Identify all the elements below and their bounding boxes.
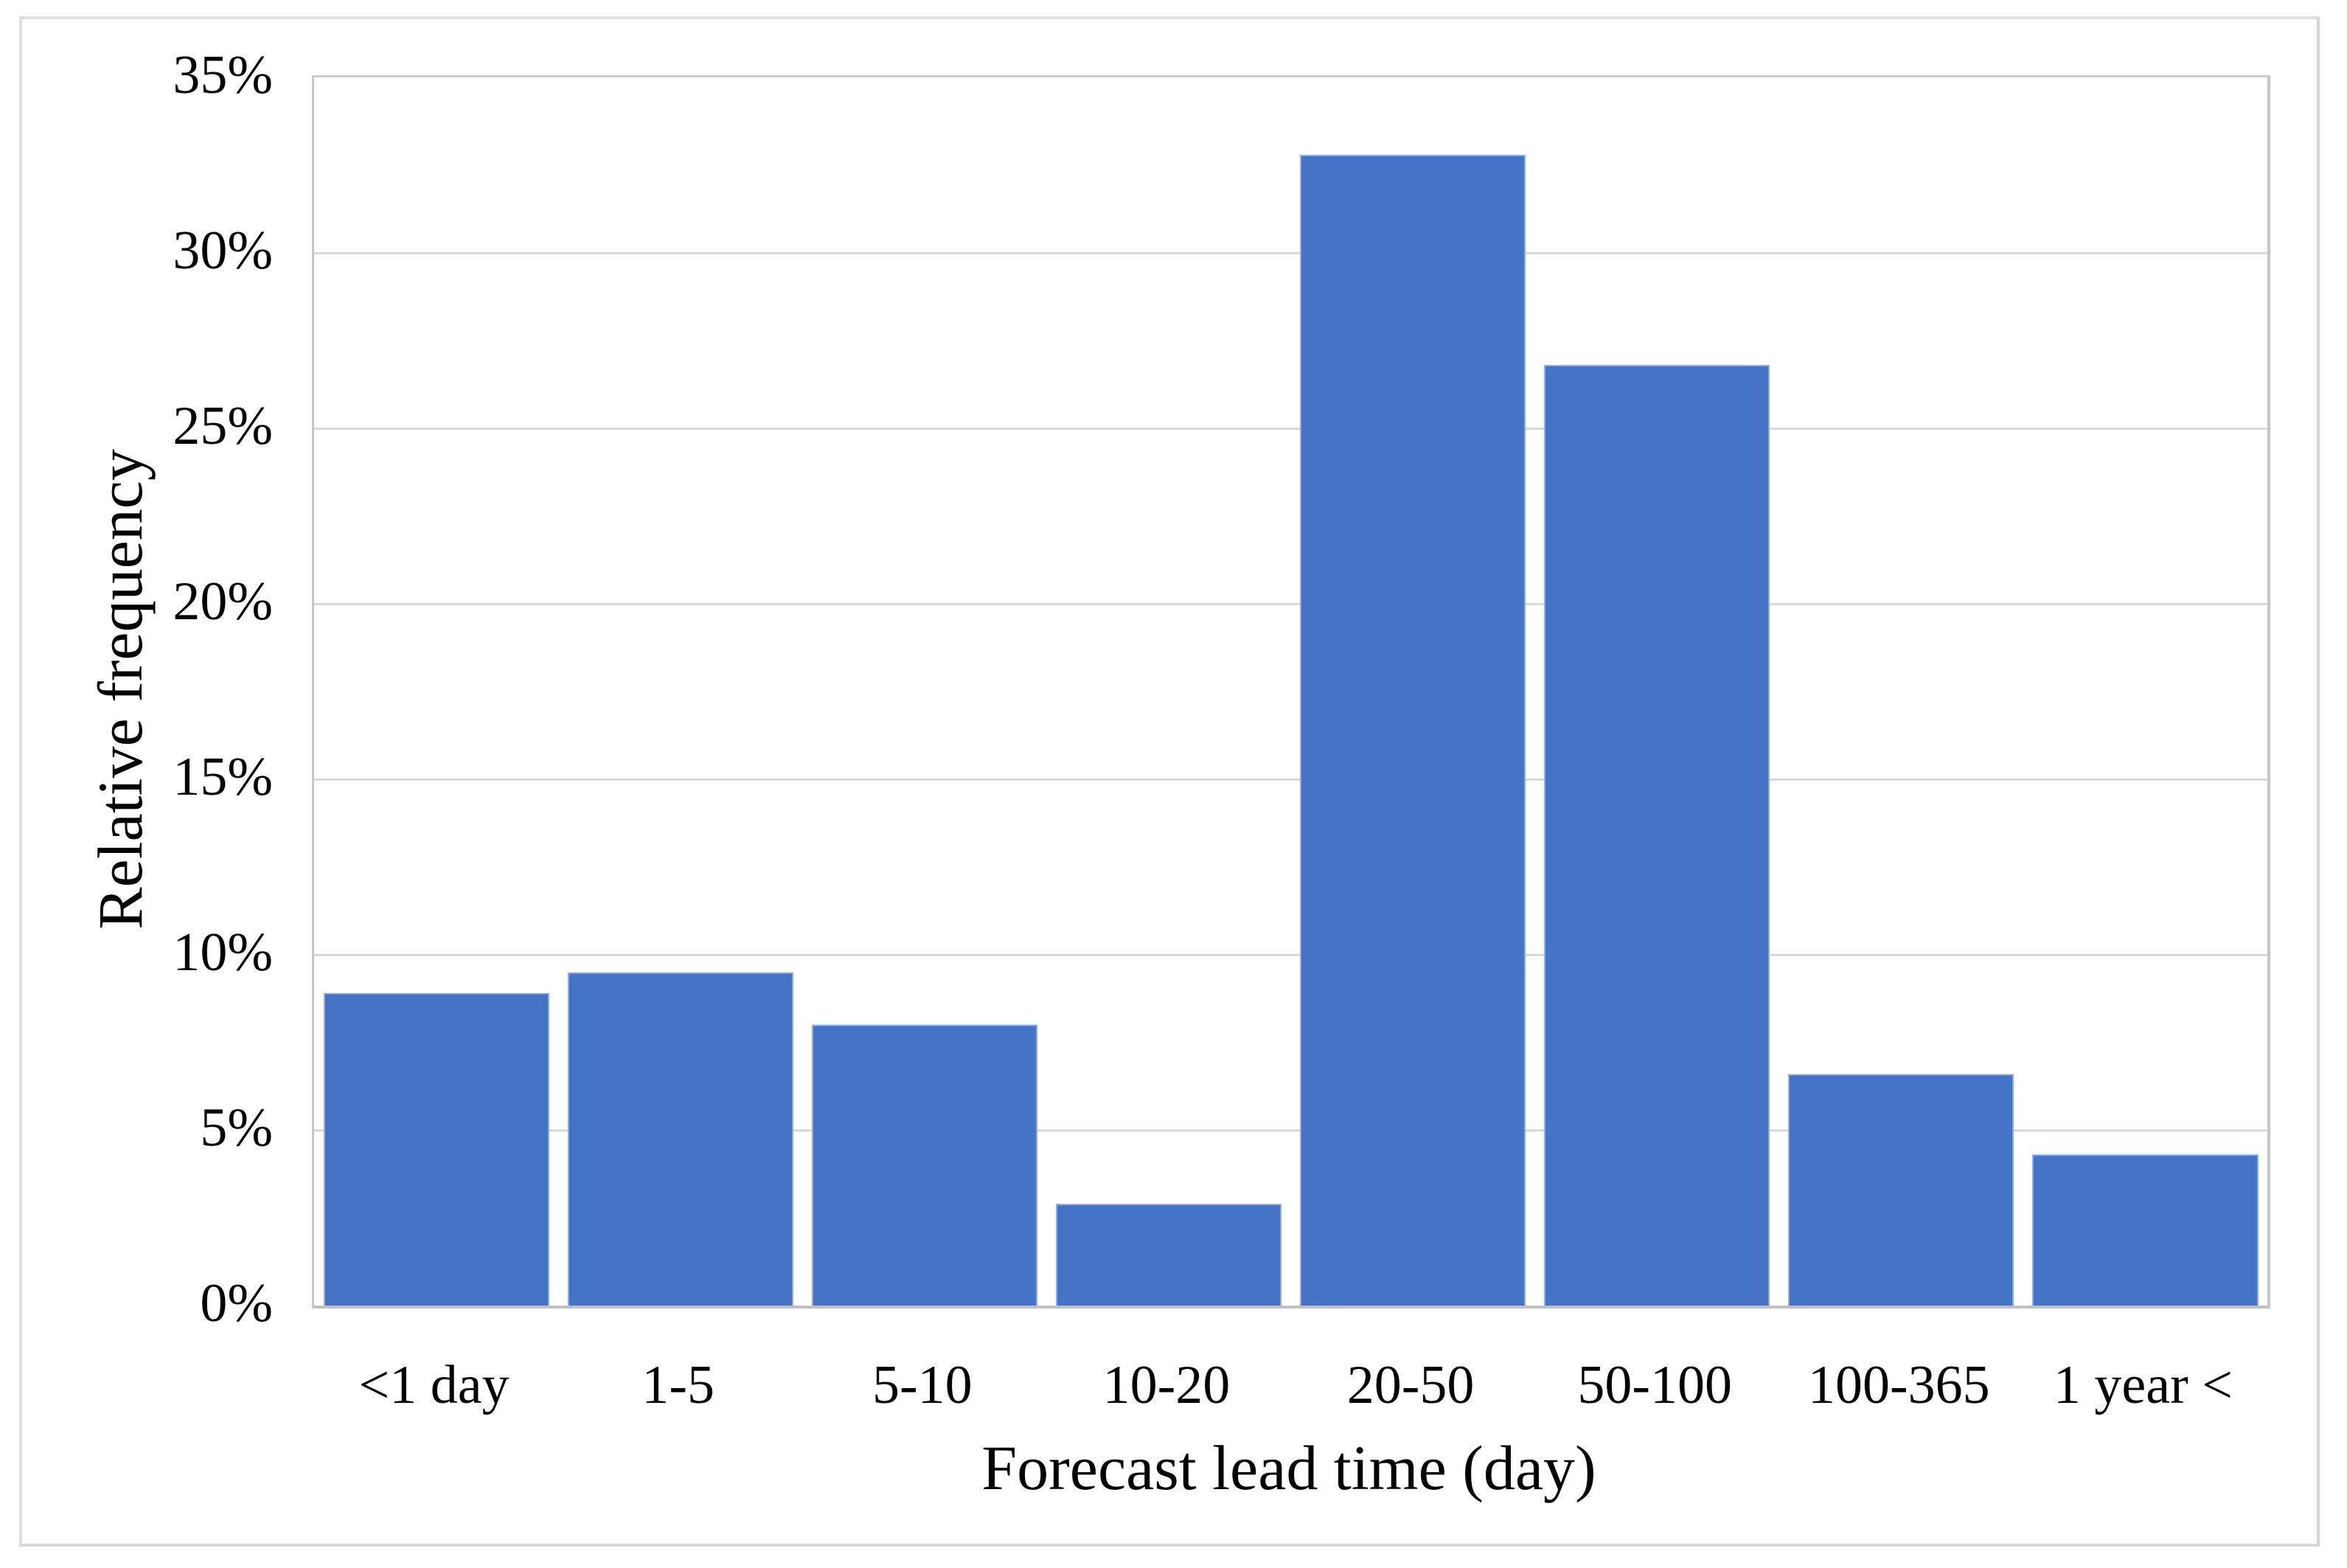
gridline	[314, 778, 2267, 781]
y-tick-label: 25%	[173, 396, 273, 456]
bar	[1544, 365, 1770, 1306]
bar	[811, 1025, 1037, 1306]
x-tick-label: 20-50	[1346, 1355, 1475, 1415]
x-tick-label: 50-100	[1577, 1355, 1733, 1415]
bar	[2032, 1154, 2259, 1306]
bar	[1300, 154, 1526, 1306]
gridline	[314, 953, 2267, 956]
y-tick-label: 10%	[173, 922, 273, 983]
y-tick-label: 20%	[173, 571, 273, 632]
y-tick-label: 5%	[200, 1098, 273, 1158]
x-tick-label: 5-10	[872, 1355, 973, 1415]
bar	[567, 972, 793, 1306]
y-tick-label: 35%	[173, 45, 273, 105]
bar	[1055, 1203, 1282, 1306]
x-tick-label: 100-365	[1807, 1355, 1990, 1415]
bar	[1788, 1073, 2014, 1306]
x-tick-label: <1 day	[358, 1355, 510, 1415]
y-tick-label: 15%	[173, 747, 273, 807]
plot-area	[312, 75, 2270, 1309]
bar	[323, 993, 549, 1306]
x-tick-label: 10-20	[1102, 1355, 1231, 1415]
y-tick-label: 0%	[200, 1273, 273, 1334]
x-axis-title: Forecast lead time (day)	[981, 1432, 1596, 1503]
x-tick-label: 1 year <	[2053, 1355, 2233, 1415]
y-axis-title: Relative frequency	[85, 449, 156, 930]
gridline	[314, 1129, 2267, 1132]
gridline	[314, 427, 2267, 430]
gridline	[314, 602, 2267, 605]
y-tick-label: 30%	[173, 220, 273, 281]
gridline	[314, 251, 2267, 254]
x-tick-label: 1-5	[641, 1355, 715, 1415]
